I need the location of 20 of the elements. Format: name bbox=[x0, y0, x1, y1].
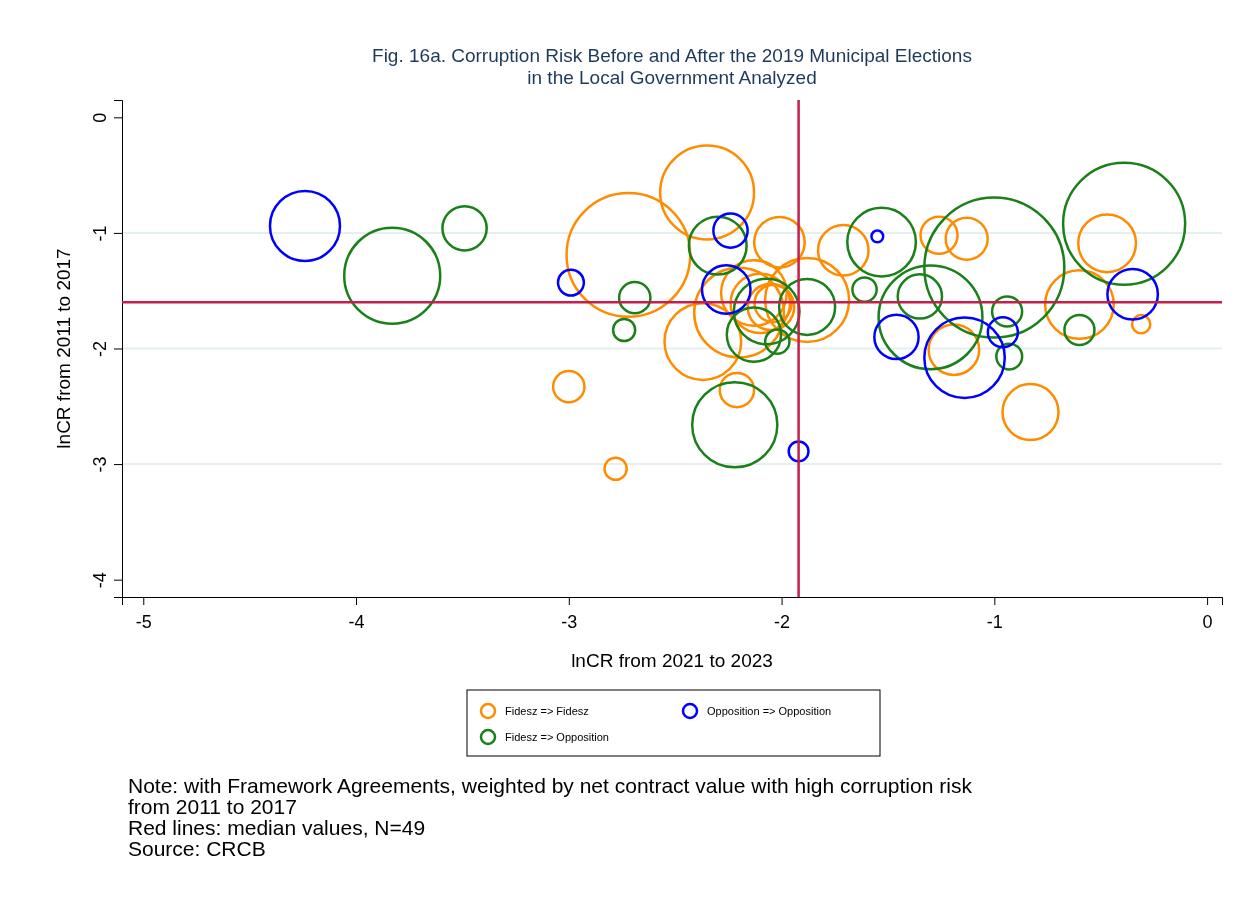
x-tick-label: -5 bbox=[135, 611, 152, 632]
x-tick-label: 0 bbox=[1202, 611, 1213, 632]
y-axis-title: lnCR from 2011 to 2017 bbox=[53, 248, 74, 449]
text: Red lines: median values, N=49 bbox=[128, 816, 426, 839]
x-tick-label: -1 bbox=[986, 611, 1003, 632]
legend-label: Opposition => Opposition bbox=[707, 705, 832, 717]
legend-label: Fidesz => Fidesz bbox=[505, 705, 589, 717]
x-tick-label: -3 bbox=[561, 611, 578, 632]
x-tick-label: -2 bbox=[774, 611, 791, 632]
x-tick-label: -4 bbox=[348, 611, 365, 632]
x-axis-title: lnCR from 2021 to 2023 bbox=[571, 650, 773, 671]
y-tick-label: 0 bbox=[90, 112, 111, 123]
y-tick-label: -2 bbox=[90, 340, 111, 358]
source-note: Source: CRCB bbox=[128, 837, 266, 860]
y-tick-label: -3 bbox=[90, 456, 111, 473]
chart-title: Fig. 16a. Corruption Risk Before and After the 2019 Municipal Elections in the Local Government Analyzed bbox=[372, 45, 972, 88]
y-tick-label: -4 bbox=[90, 572, 111, 589]
legend-label: Fidesz => Opposition bbox=[505, 731, 609, 743]
y-tick-label: -1 bbox=[90, 225, 111, 242]
text: Note: with Framework Agreements, weighted by net contract value with high corruption risk from 2011 to 2017 bbox=[128, 774, 973, 818]
